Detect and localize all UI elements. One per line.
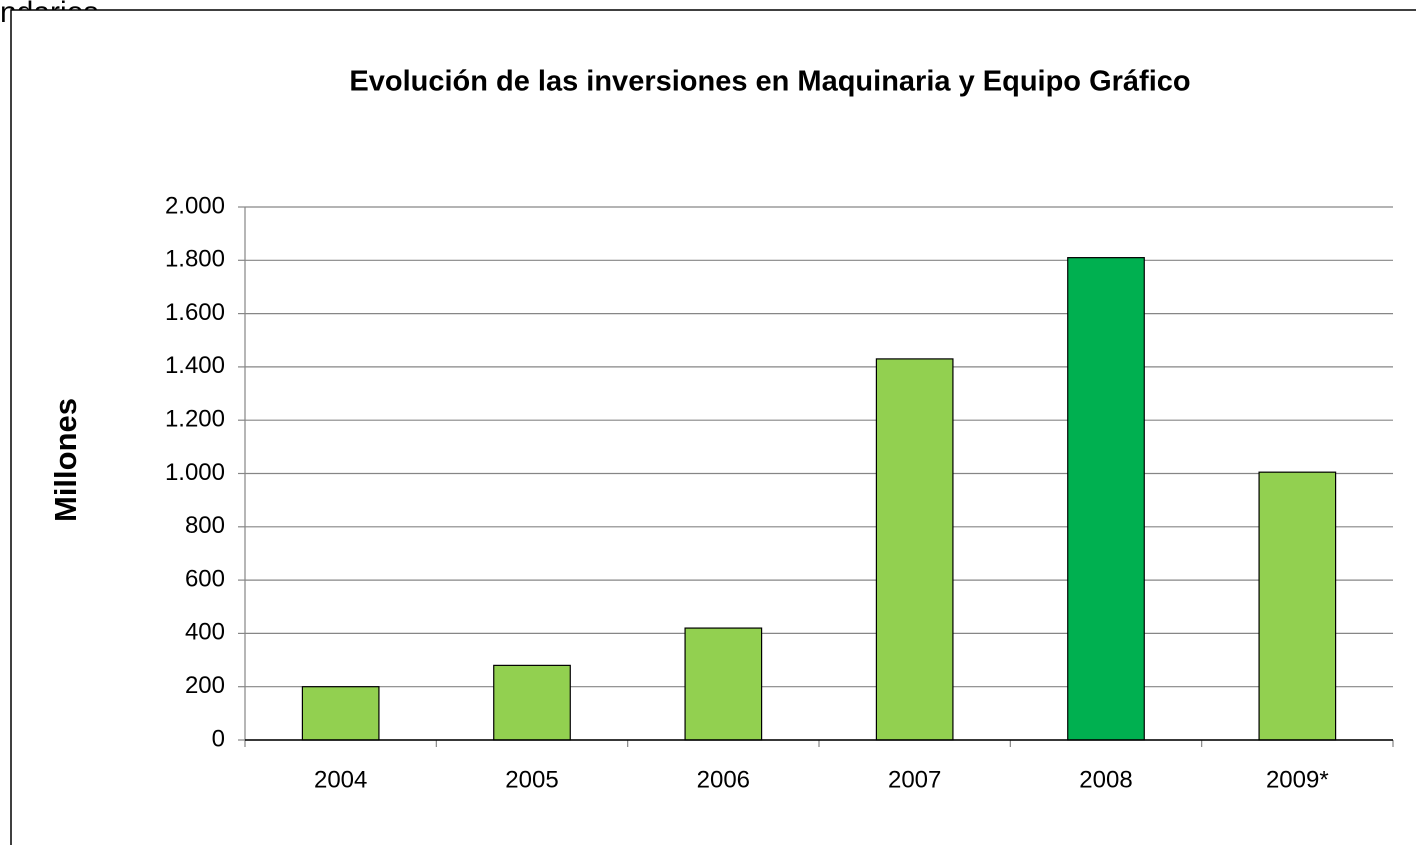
x-tick-label: 2006 <box>697 766 750 793</box>
bar <box>684 627 763 741</box>
x-tick-label: 2008 <box>1079 766 1132 793</box>
bar <box>1067 257 1145 741</box>
bar <box>493 664 571 741</box>
y-tick-label: 1.600 <box>165 299 225 326</box>
bar <box>301 686 380 741</box>
y-tick-label: 600 <box>185 565 225 592</box>
bar <box>1258 471 1337 741</box>
y-tick-label: 400 <box>185 619 225 646</box>
y-tick-label: 1.800 <box>165 246 225 273</box>
y-axis-label: Millones <box>48 398 83 522</box>
bar <box>875 358 954 741</box>
x-tick-label: 2007 <box>888 766 941 793</box>
y-tick-label: 0 <box>212 725 225 752</box>
x-tick-label: 2005 <box>505 766 558 793</box>
y-tick-label: 200 <box>185 672 225 699</box>
chart-title: Evolución de las inversiones en Maquinar… <box>349 66 1190 98</box>
x-tick-label: 2004 <box>314 766 367 793</box>
y-tick-label: 1.400 <box>165 352 225 379</box>
y-tick-label: 2.000 <box>165 192 225 219</box>
y-tick-label: 1.000 <box>165 459 225 486</box>
y-tick-label: 800 <box>185 512 225 539</box>
x-tick-label: 2009* <box>1266 766 1329 793</box>
y-tick-label: 1.200 <box>165 406 225 433</box>
